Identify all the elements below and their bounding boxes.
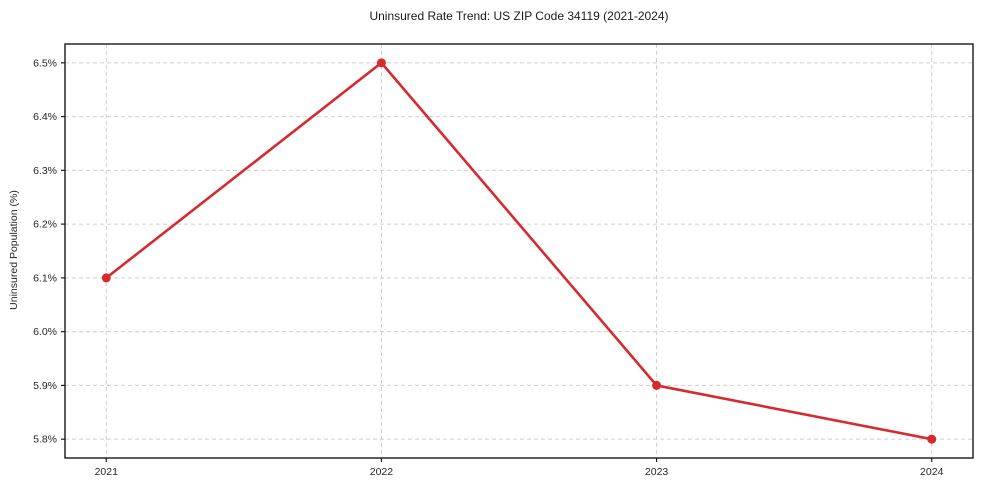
data-point-marker [101, 273, 111, 283]
chart-title: Uninsured Rate Trend: US ZIP Code 34119 … [369, 9, 669, 23]
y-tick-label: 6.0% [33, 326, 57, 338]
x-tick-label: 2022 [370, 466, 394, 478]
x-tick-label: 2021 [95, 466, 119, 478]
y-tick-label: 6.4% [33, 111, 57, 123]
plot-border [64, 43, 974, 459]
data-point-marker [376, 58, 386, 68]
y-tick-label: 5.8% [33, 434, 57, 446]
data-point-marker [652, 380, 662, 390]
y-tick-label: 6.5% [33, 57, 57, 69]
data-point-marker [927, 434, 937, 444]
y-tick-label: 6.1% [33, 272, 57, 284]
y-tick-label: 6.3% [33, 165, 57, 177]
y-tick-label: 6.2% [33, 219, 57, 231]
trend-line [104, 61, 934, 441]
x-tick-label: 2023 [645, 466, 669, 478]
x-tick-label: 2024 [920, 466, 944, 478]
y-tick-label: 5.9% [33, 380, 57, 392]
